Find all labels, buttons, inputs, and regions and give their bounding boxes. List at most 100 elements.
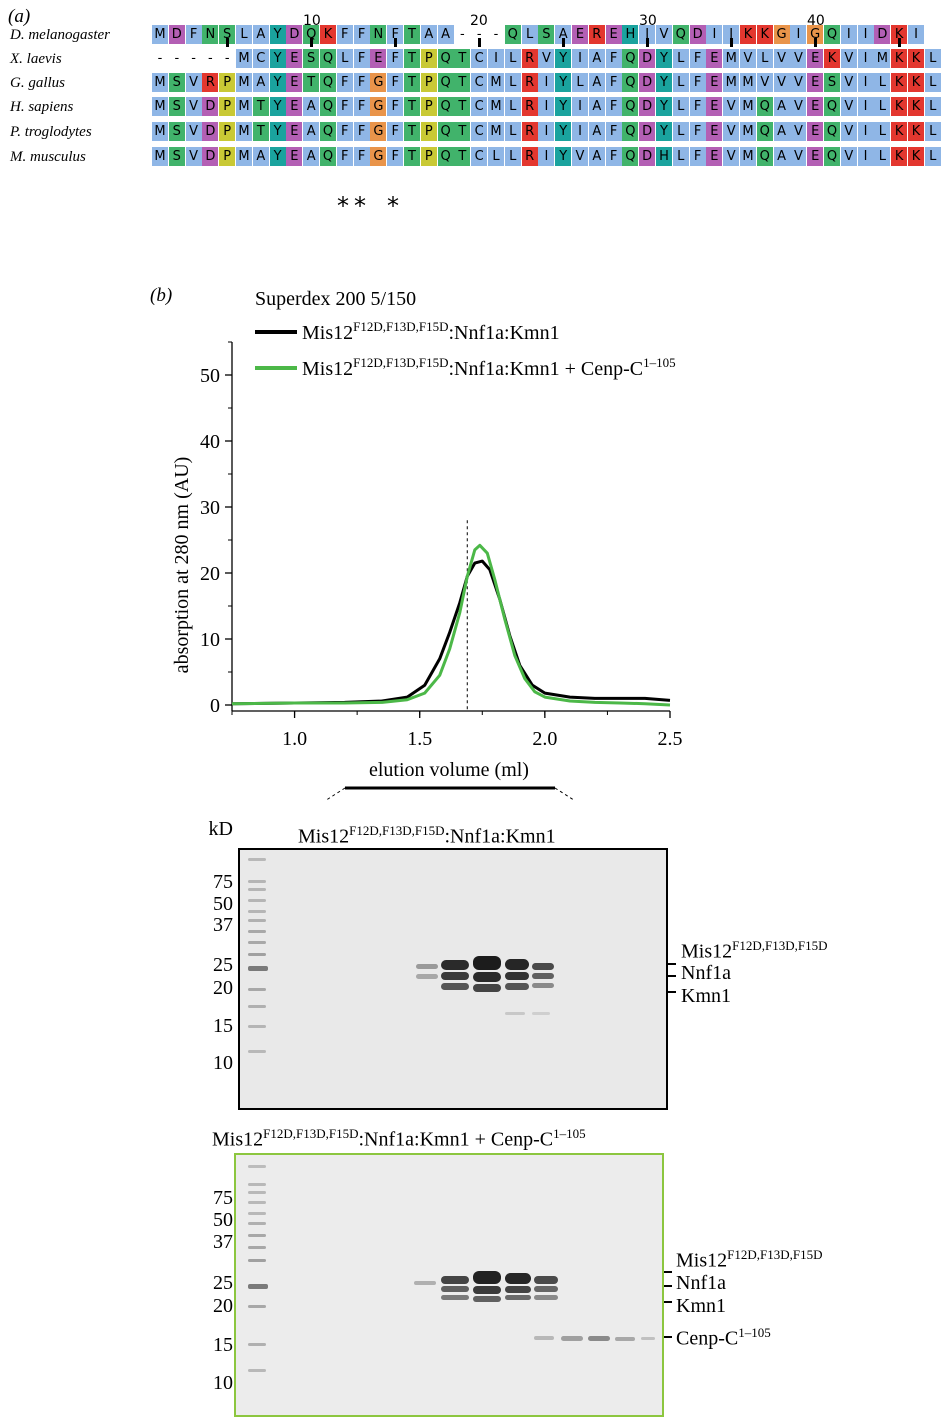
alignment-residue: V (790, 147, 807, 166)
band-tick (664, 1285, 672, 1287)
position-tick (562, 38, 566, 47)
alignment-residue: T (252, 122, 269, 141)
alignment-residue: K (756, 25, 773, 44)
alignment-residue: A (773, 122, 790, 141)
gel2-title: Mis12F12D,F13D,F15D:Nnf1a:Kmn1 + Cenp-C1… (212, 1126, 586, 1151)
alignment-residue: M (874, 49, 891, 68)
alignment-residue: E (286, 49, 303, 68)
alignment-residue: K (908, 147, 924, 166)
alignment-residue: Q (756, 122, 773, 141)
protein-band (441, 1286, 469, 1292)
alignment-residue: Y (269, 122, 286, 141)
alignment-residue: D (689, 25, 706, 44)
alignment-residue: V (790, 97, 807, 116)
x-tick-label: 2.5 (658, 728, 683, 750)
marker-label: 75 (213, 1187, 233, 1209)
marker-label: 10 (213, 1372, 233, 1394)
alignment-residue: E (706, 73, 723, 92)
alignment-residue: K (824, 49, 840, 68)
alignment-residue: T (404, 122, 420, 141)
alignment-residue: V (773, 73, 790, 92)
position-tick (646, 38, 650, 47)
alignment-residue: F (387, 122, 404, 141)
ladder-band (248, 1201, 266, 1204)
alignment-residue: Y (555, 122, 572, 141)
ladder-band (248, 1284, 268, 1289)
alignment-residue: D (639, 147, 656, 166)
alignment-residue: Q (622, 122, 639, 141)
alignment-residue: E (807, 49, 824, 68)
ladder-band (248, 1025, 266, 1028)
alignment-residue: Q (756, 147, 773, 166)
alignment-residue: L (236, 25, 252, 44)
conserved-residue-star: * (337, 192, 349, 220)
alignment-residue: Y (269, 25, 286, 44)
protein-band (441, 983, 469, 990)
alignment-residue: C (471, 97, 488, 116)
alignment-residue: L (504, 97, 521, 116)
y-tick-label: 40 (200, 431, 220, 453)
alignment-residue: Y (269, 97, 286, 116)
alignment-residue: A (303, 147, 320, 166)
protein-band (641, 1337, 655, 1340)
alignment-residue: L (672, 122, 689, 141)
alignment-residue: F (689, 147, 706, 166)
alignment-residue: A (252, 73, 269, 92)
ladder-band (248, 1050, 266, 1053)
y-tick-label: 0 (210, 695, 220, 717)
alignment-residue: M (236, 73, 252, 92)
protein-band (441, 960, 469, 970)
alignment-residue: R (588, 25, 605, 44)
protein-band (473, 1271, 501, 1284)
x-axis-label: elution volume (ml) (369, 759, 529, 781)
alignment-residue: I (538, 97, 555, 116)
alignment-residue: T (454, 147, 471, 166)
alignment-residue: S (538, 25, 555, 44)
alignment-residue: F (336, 73, 353, 92)
alignment-residue: C (471, 122, 488, 141)
alignment-residue: T (404, 25, 420, 44)
alignment-residue: D (286, 25, 303, 44)
alignment-residue: - (460, 27, 465, 42)
alignment-residue: I (857, 122, 874, 141)
band-tick (668, 963, 676, 965)
alignment-residue: Y (656, 49, 672, 68)
alignment-residue: P (420, 97, 437, 116)
alignment-residue: L (874, 147, 891, 166)
zoom-guide-left (325, 787, 346, 800)
alignment-residue: K (908, 97, 924, 116)
alignment-residue: Q (622, 73, 639, 92)
alignment-residue: L (672, 97, 689, 116)
alignment-residue: F (689, 49, 706, 68)
alignment-residue: V (773, 49, 790, 68)
alignment-residue: Q (824, 97, 840, 116)
alignment-residue: A (773, 97, 790, 116)
alignment-residue: K (891, 97, 908, 116)
alignment-residue: Q (437, 122, 454, 141)
alignment-residue: F (689, 73, 706, 92)
protein-band (505, 983, 529, 990)
y-tick-label: 50 (200, 365, 220, 387)
alignment-residue: - (224, 51, 230, 66)
alignment-residue: S (168, 122, 185, 141)
alignment-residue: A (773, 147, 790, 166)
alignment-residue: E (706, 49, 723, 68)
alignment-residue: - (208, 51, 213, 66)
ladder-band (248, 930, 266, 933)
ladder-band (248, 880, 266, 883)
alignment-residue: F (336, 97, 353, 116)
alignment-residue: T (252, 97, 269, 116)
alignment-residue: K (891, 73, 908, 92)
alignment-residue: F (336, 122, 353, 141)
alignment-residue: Q (320, 122, 336, 141)
y-tick-label: 20 (200, 563, 220, 585)
alignment-residue: Q (320, 97, 336, 116)
band-label-kmn1: Kmn1 (676, 1295, 726, 1317)
alignment-residue: V (185, 147, 202, 166)
marker-label: 75 (213, 871, 233, 893)
elution-chart: Superdex 200 5/150 Mis12F12D,F13D,F15D:N… (171, 288, 683, 800)
ladder-band (248, 1246, 266, 1249)
alignment-residue: V (656, 25, 672, 44)
sds-page-gel-1 (238, 848, 668, 1110)
alignment-residue: Q (320, 147, 336, 166)
